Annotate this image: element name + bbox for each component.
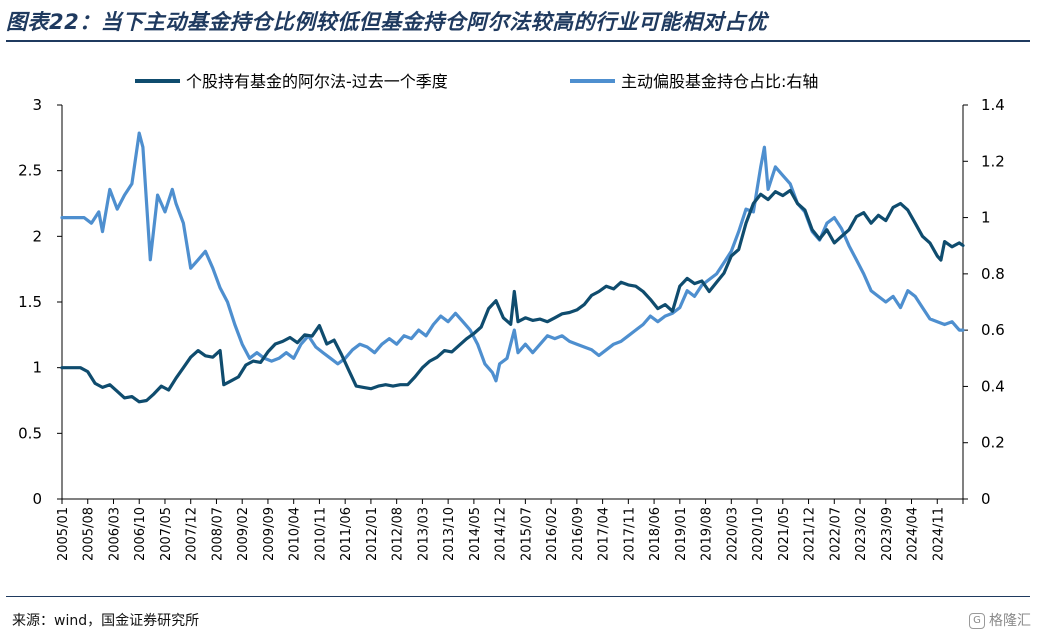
y-tick-label-right: 0.4 <box>981 377 1005 395</box>
x-tick-label: 2022/07 <box>828 507 843 561</box>
x-tick-label: 2008/07 <box>210 507 225 561</box>
y-tick-label-left: 0 <box>32 490 42 508</box>
x-tick-label: 2012/01 <box>365 507 380 561</box>
y-tick-label-right: 0.6 <box>981 321 1005 339</box>
x-tick-label: 2023/02 <box>854 507 869 561</box>
x-tick-label: 2023/09 <box>880 507 895 561</box>
x-tick-label: 2016/09 <box>571 507 586 561</box>
series-line-holding <box>60 131 965 383</box>
x-tick-label: 2021/12 <box>803 507 818 561</box>
line-chart: 个股持有基金的阿尔法-过去一个季度 主动偏股基金持仓占比:右轴 0 0.5 1 1.5… <box>18 72 1005 561</box>
x-tick-label: 2019/08 <box>700 507 715 561</box>
y-tick-label-left: 2 <box>32 227 42 245</box>
x-tick-label: 2005/01 <box>56 507 71 561</box>
y-tick-label-right: 1.2 <box>981 152 1005 170</box>
x-tick-label: 2013/10 <box>442 507 457 561</box>
x-tick-label: 2017/04 <box>597 507 612 561</box>
x-tick-label: 2016/02 <box>545 507 560 561</box>
x-tick-label: 2007/12 <box>185 507 200 561</box>
x-tick-label: 2020/03 <box>725 507 740 561</box>
y-tick-label-right: 0.2 <box>981 434 1005 452</box>
x-tick-label: 2019/01 <box>674 507 689 561</box>
x-tick-label: 2009/09 <box>262 507 277 561</box>
y-tick-label-left: 3 <box>32 96 42 114</box>
x-tick-label: 2006/10 <box>133 507 148 561</box>
legend-label-holding: 主动偏股基金持仓占比:右轴 <box>621 72 818 91</box>
legend: 个股持有基金的阿尔法-过去一个季度 主动偏股基金持仓占比:右轴 <box>135 72 818 91</box>
plot-area <box>60 131 965 404</box>
y-tick-label-right: 1 <box>981 209 991 227</box>
x-tick-label: 2010/11 <box>313 507 328 561</box>
x-tick-label: 2015/07 <box>519 507 534 561</box>
x-tick-label: 2017/11 <box>622 507 637 561</box>
x-tick-label: 2018/06 <box>648 507 663 561</box>
x-tick-label: 2007/05 <box>159 507 174 561</box>
x-tick-label: 2009/02 <box>236 507 251 561</box>
x-tick-label: 2021/05 <box>777 507 792 561</box>
x-tick-label: 2020/10 <box>751 507 766 561</box>
watermark-logo-icon: G <box>969 613 985 629</box>
watermark: G 格隆汇 <box>969 610 1031 630</box>
x-tick-label: 2005/08 <box>82 507 97 561</box>
x-tick-label: 2006/03 <box>107 507 122 561</box>
title-rule <box>6 40 1030 42</box>
y-tick-label-right: 0.8 <box>981 265 1005 283</box>
x-tick-label: 2012/08 <box>391 507 406 561</box>
x-tick-label: 2024/04 <box>906 507 921 561</box>
watermark-text: 格隆汇 <box>989 613 1031 629</box>
footer-rule <box>6 596 1030 597</box>
x-tick-label: 2014/12 <box>494 507 509 561</box>
legend-label-alpha: 个股持有基金的阿尔法-过去一个季度 <box>186 72 448 91</box>
y-tick-label-left: 0.5 <box>18 424 42 442</box>
y-tick-label-right: 0 <box>981 490 991 508</box>
series-line-alpha <box>60 188 965 404</box>
x-tick-label: 2024/11 <box>931 507 946 561</box>
y-tick-label-left: 2.5 <box>18 162 42 180</box>
x-tick-label: 2011/06 <box>339 507 354 561</box>
axes: 0 0.5 1 1.5 2 2.5 3 0 0.2 0.4 0.6 0.8 1 1.2 1.4 2005/01… <box>18 96 1005 561</box>
chart-title: 图表22：当下主动基金持仓比例较低但基金持仓阿尔法较高的行业可能相对占优 <box>6 10 768 34</box>
y-tick-label-left: 1.5 <box>18 293 42 311</box>
x-tick-label: 2010/04 <box>288 507 303 561</box>
x-tick-label: 2014/05 <box>468 507 483 561</box>
source-note: 来源：wind，国金证券研究所 <box>12 613 200 629</box>
y-tick-label-left: 1 <box>32 359 42 377</box>
y-tick-label-right: 1.4 <box>981 96 1005 114</box>
x-tick-label: 2013/03 <box>416 507 431 561</box>
